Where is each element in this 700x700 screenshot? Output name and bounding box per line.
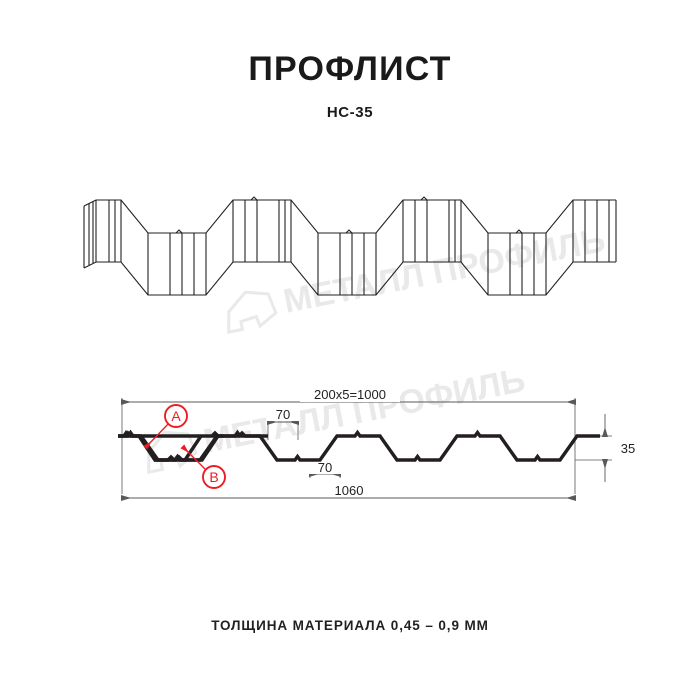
dimension-height: 35 bbox=[602, 414, 635, 482]
dimension-overall-width-label: 1060 bbox=[335, 483, 364, 498]
dimension-top-flat-label: 70 bbox=[276, 407, 290, 422]
cross-section-container: 200x5=1000 70 70 35 bbox=[0, 378, 700, 518]
page-title: ПРОФЛИСТ bbox=[248, 50, 452, 88]
profiled-sheet-cross-section: 200x5=1000 70 70 35 bbox=[118, 387, 635, 501]
marker-b-circle bbox=[202, 465, 226, 489]
dimension-bottom-flat-label: 70 bbox=[318, 460, 332, 475]
dimension-pitch-total-label: 200x5=1000 bbox=[314, 387, 386, 402]
marker-a-label: A bbox=[171, 408, 181, 424]
marker-b-label: B bbox=[209, 469, 218, 485]
header: ПРОФЛИСТ НС-35 bbox=[0, 50, 700, 121]
dimension-overall-width: 1060 bbox=[121, 482, 576, 501]
model-subtitle: НС-35 bbox=[326, 103, 374, 121]
iso-view-container bbox=[0, 170, 700, 320]
dimension-pitch-total: 200x5=1000 bbox=[121, 387, 576, 405]
iso-geometry bbox=[83, 196, 617, 296]
marker-a-circle bbox=[164, 404, 188, 428]
profile-geometry bbox=[118, 429, 600, 462]
dimension-bottom-flat: 70 bbox=[308, 459, 342, 477]
dimension-top-flat: 70 bbox=[266, 406, 300, 425]
marker-a: A bbox=[143, 404, 188, 450]
profiled-sheet-3d-view bbox=[83, 196, 617, 296]
marker-b: B bbox=[180, 444, 226, 489]
dimension-height-label: 35 bbox=[621, 441, 635, 456]
material-thickness-text: ТОЛЩИНА МАТЕРИАЛА 0,45 – 0,9 ММ bbox=[211, 618, 489, 633]
footer: ТОЛЩИНА МАТЕРИАЛА 0,45 – 0,9 ММ bbox=[0, 618, 700, 633]
